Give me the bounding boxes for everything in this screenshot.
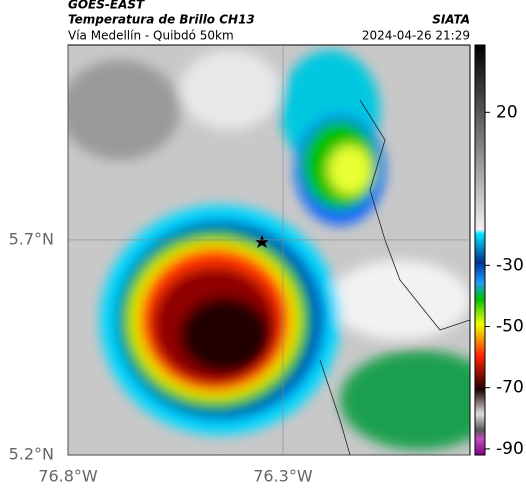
- colorbar-tick-label: 20: [496, 102, 518, 122]
- title: Temperatura de Brillo CH13: [68, 13, 255, 27]
- colorbar-tick-label: -50: [496, 316, 524, 336]
- y-tick-label: 5.2°N: [9, 445, 54, 464]
- colorbar: [474, 44, 486, 456]
- colorbar-tick-label: -70: [496, 378, 524, 398]
- y-tick-label: 5.7°N: [9, 229, 54, 248]
- location-star: [255, 235, 269, 248]
- map-image: [68, 45, 470, 455]
- colorbar-tick-label: -30: [496, 255, 524, 275]
- x-tick-label: 76.3°W: [253, 467, 313, 486]
- subtitle: Vía Medellín - Quibdó 50km: [68, 29, 234, 43]
- colorbar-tick-label: -90: [496, 439, 524, 459]
- org: SIATA: [432, 13, 470, 27]
- datetime: 2024-04-26 21:29: [362, 29, 470, 43]
- x-tick-label: 76.8°W: [38, 467, 98, 486]
- source: GOES-EAST: [68, 0, 145, 12]
